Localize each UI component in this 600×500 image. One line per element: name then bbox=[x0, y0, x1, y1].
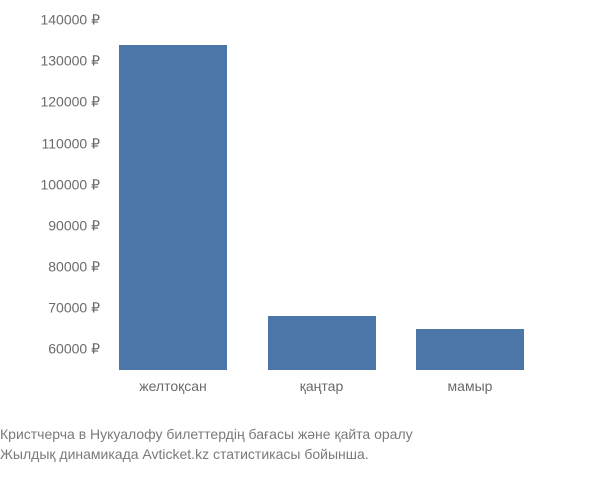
y-tick-label: 80000 ₽ bbox=[48, 259, 100, 276]
y-tick-label: 140000 ₽ bbox=[40, 12, 100, 29]
price-chart: 60000 ₽ 70000 ₽ 80000 ₽ 90000 ₽ 100000 ₽ 1100… bbox=[0, 0, 600, 420]
y-tick-label: 70000 ₽ bbox=[48, 300, 100, 317]
y-tick-label: 90000 ₽ bbox=[48, 217, 100, 234]
caption-line2: Жылдық динамикада Avticket.kz статистика… bbox=[0, 445, 600, 465]
y-tick-label: 110000 ₽ bbox=[42, 135, 100, 152]
x-axis: желтоқсан қаңтар мамыр bbox=[110, 370, 560, 410]
y-tick-label: 120000 ₽ bbox=[40, 94, 100, 111]
x-tick-label: желтоқсан bbox=[139, 378, 207, 394]
y-axis: 60000 ₽ 70000 ₽ 80000 ₽ 90000 ₽ 100000 ₽ 1100… bbox=[0, 20, 110, 370]
y-tick-label: 60000 ₽ bbox=[48, 341, 100, 358]
caption-line1: Кристчерча в Нукуалофу билеттердің бағас… bbox=[0, 425, 600, 445]
plot-area bbox=[110, 20, 560, 370]
y-tick-label: 100000 ₽ bbox=[40, 176, 100, 193]
y-tick-label: 130000 ₽ bbox=[40, 53, 100, 70]
x-tick-label: мамыр bbox=[448, 378, 493, 394]
x-tick-label: қаңтар bbox=[300, 378, 343, 394]
bar bbox=[416, 329, 524, 370]
bar bbox=[119, 45, 227, 370]
bar bbox=[268, 316, 376, 370]
